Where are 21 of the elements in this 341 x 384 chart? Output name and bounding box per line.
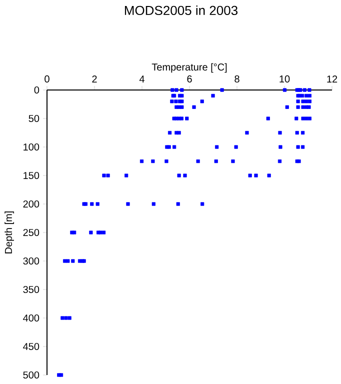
y-tick-label: 50 <box>28 114 40 122</box>
y-tick-label: 0 <box>34 86 40 94</box>
x-axis-title: Temperature [°C] <box>152 63 227 73</box>
y-tick-label: 350 <box>23 286 40 294</box>
x-tick-label: 4 <box>139 76 144 82</box>
y-tick-label: 150 <box>24 172 40 180</box>
y-tick-label: 300 <box>23 257 40 265</box>
x-tick-label: 8 <box>234 75 240 82</box>
x-tick-label: 10 <box>280 75 290 82</box>
y-tick-label: 200 <box>23 200 40 208</box>
y-tick-label: 500 <box>23 371 40 379</box>
x-tick-label: 2 <box>92 76 97 82</box>
x-tick-label: 0 <box>44 75 50 82</box>
y-tick-label: 450 <box>23 342 40 350</box>
y-axis-title: Depth [m] <box>4 212 14 254</box>
y-tick-label: 100 <box>24 143 40 151</box>
x-tick-label: 6 <box>187 75 192 82</box>
y-tick-label: 250 <box>23 228 40 236</box>
x-tick-label: 12 <box>327 76 338 82</box>
chart-title: MODS2005 in 2003 <box>124 6 238 16</box>
y-tick-label: 400 <box>23 314 40 322</box>
